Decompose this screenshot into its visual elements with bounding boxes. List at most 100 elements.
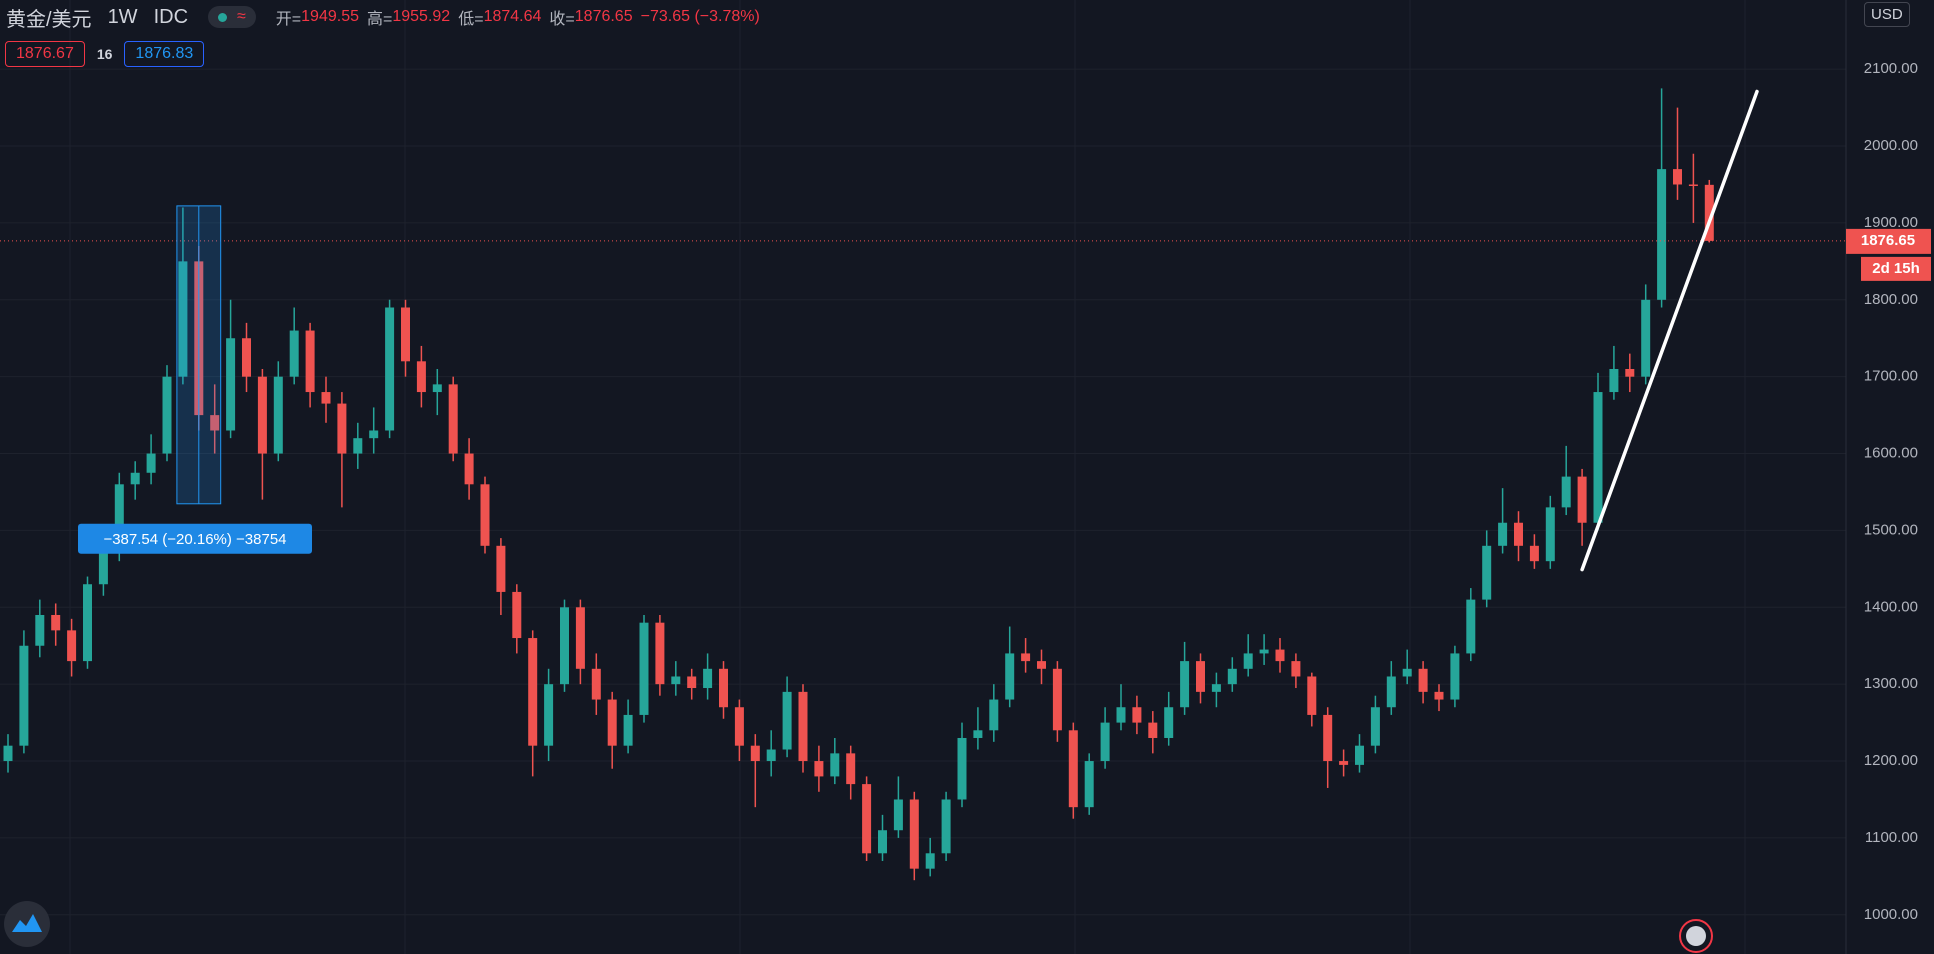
candle-body <box>337 403 347 454</box>
high-value: 1955.92 <box>392 8 451 25</box>
candle-body <box>1355 745 1364 765</box>
candle-body <box>528 638 538 746</box>
status-pill[interactable]: ≈ <box>208 6 256 28</box>
candle-body <box>114 484 124 554</box>
candle-body <box>464 453 474 485</box>
candle-body <box>496 545 506 592</box>
candle-body <box>1514 522 1523 546</box>
candle-body <box>893 799 903 831</box>
candle-body <box>1291 661 1301 677</box>
currency[interactable]: USD <box>1864 2 1910 27</box>
candle-body <box>941 799 951 854</box>
candle-body <box>639 622 649 715</box>
exchange: IDC <box>153 5 189 28</box>
candle-body <box>3 745 13 762</box>
candle-body <box>1593 392 1603 523</box>
measure-label-bg <box>78 523 312 554</box>
candle-body <box>321 392 331 404</box>
candle-body <box>973 730 983 738</box>
y-tick-label: 1600.00 <box>1864 445 1918 462</box>
candle-body <box>798 691 808 762</box>
candle-body <box>1116 707 1126 723</box>
y-tick-label: 2000.00 <box>1864 137 1918 154</box>
vertical-grid <box>69 0 1746 954</box>
candle-body <box>130 472 140 485</box>
candle-body <box>1196 661 1205 692</box>
price-tag-bg <box>1846 228 1931 254</box>
candle-body <box>1545 507 1555 562</box>
candle-body <box>1068 730 1078 808</box>
close-label: 收= <box>549 11 575 28</box>
close-value: 1876.65 <box>574 8 633 25</box>
candle-body <box>1370 707 1380 746</box>
candle-body <box>1307 676 1317 715</box>
candle-body <box>162 376 172 454</box>
candle-body <box>51 614 61 631</box>
legend-row: 黄金/美元 1W IDC ≈ 开= 1949.55 高= 1955.92 低= 187… <box>6 4 760 31</box>
candle-body <box>703 668 713 689</box>
candle-body <box>1402 668 1412 677</box>
candle-body <box>878 830 887 854</box>
candle-body <box>1148 722 1158 738</box>
event-flag-icon <box>1686 926 1706 946</box>
countdown: 2d 15h <box>1872 260 1920 277</box>
candle-body <box>1084 761 1094 808</box>
candle-body <box>575 607 585 669</box>
y-tick-label: 1800.00 <box>1864 291 1918 308</box>
candle-body <box>83 584 92 662</box>
candle-body <box>480 484 490 546</box>
candle-body <box>989 699 999 731</box>
candle-body <box>1466 599 1476 654</box>
y-tick-label: 1200.00 <box>1864 752 1918 769</box>
candle-body <box>1482 545 1492 600</box>
candle-body <box>1704 184 1714 241</box>
candle-body <box>1164 707 1174 738</box>
candle-body <box>369 430 379 439</box>
candle-body <box>1609 368 1619 393</box>
logo[interactable] <box>4 901 50 947</box>
candle-body <box>734 707 744 746</box>
candle-body <box>750 745 760 762</box>
candle-body <box>1498 522 1508 546</box>
interval[interactable]: 1W <box>107 5 138 28</box>
candle-body <box>1418 668 1428 692</box>
candle-body <box>1021 653 1031 662</box>
candle-body <box>830 753 840 777</box>
y-tick-label: 1000.00 <box>1864 906 1918 923</box>
candle-body <box>210 415 220 431</box>
candle-body <box>909 799 919 869</box>
change: −73.65 (−3.78%) <box>640 8 760 25</box>
candle-body <box>19 645 29 746</box>
y-tick-label: 1900.00 <box>1864 214 1918 231</box>
candle-body <box>560 607 569 685</box>
candle-body <box>1386 676 1396 708</box>
candle-body <box>257 376 267 454</box>
candle-body <box>416 361 426 393</box>
spread: 16 <box>96 46 113 62</box>
ask[interactable]: 1876.83 <box>124 41 205 67</box>
candle-body <box>862 784 872 854</box>
candle-body <box>432 384 442 393</box>
candle-body <box>35 614 45 646</box>
open-value: 1949.55 <box>301 8 359 25</box>
candle-body <box>353 438 363 454</box>
symbol[interactable]: 黄金/美元 <box>6 8 92 31</box>
candle-body <box>1529 545 1539 562</box>
candle-body <box>1434 691 1444 700</box>
candle-body <box>1625 368 1635 377</box>
candle-body <box>1339 761 1349 765</box>
low-label: 低= <box>458 11 484 28</box>
bid[interactable]: 1876.67 <box>5 41 85 67</box>
delay-icon: ≈ <box>237 8 246 25</box>
candle-body <box>591 668 601 700</box>
candle-body <box>1180 661 1190 708</box>
y-tick-label: 2100.00 <box>1864 60 1918 77</box>
countdown-bg <box>1861 256 1931 281</box>
candle-body <box>719 668 728 708</box>
candle-body <box>1243 653 1253 669</box>
candle-body <box>607 699 617 746</box>
candle-body <box>1323 714 1333 762</box>
y-tick-label: 1300.00 <box>1864 675 1918 692</box>
candle-body <box>512 591 522 639</box>
